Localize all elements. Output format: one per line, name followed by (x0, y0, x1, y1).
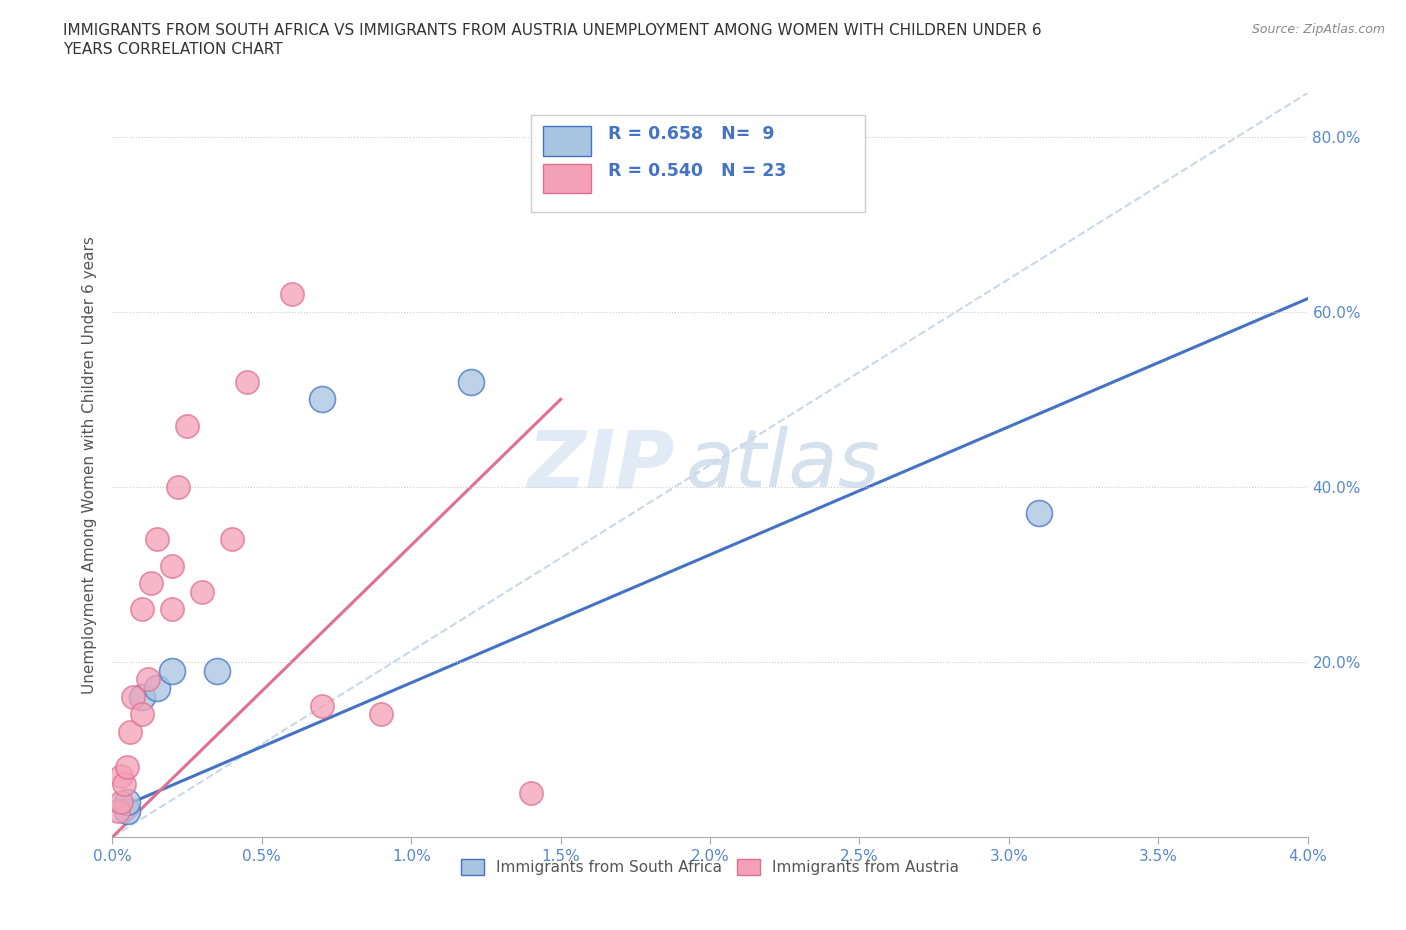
Point (162, 602, 183, 617)
Point (520, 786, 543, 801)
Text: R = 0.540   N = 23: R = 0.540 N = 23 (609, 162, 787, 180)
Point (114, 777, 135, 792)
Point (146, 681, 169, 696)
Point (221, 532, 243, 547)
Bar (543, 126, 591, 156)
Point (460, 375, 482, 390)
Point (110, 794, 132, 809)
Text: Source: ZipAtlas.com: Source: ZipAtlas.com (1251, 23, 1385, 36)
Point (146, 532, 169, 547)
Point (1028, 506, 1050, 521)
Point (205, 663, 228, 678)
Point (311, 392, 333, 406)
Point (117, 760, 139, 775)
Point (311, 698, 333, 713)
Point (117, 804, 139, 818)
Point (162, 558, 183, 573)
Point (131, 602, 153, 617)
Point (120, 724, 142, 739)
Point (138, 672, 160, 687)
Point (131, 707, 153, 722)
Text: IMMIGRANTS FROM SOUTH AFRICA VS IMMIGRANTS FROM AUSTRIA UNEMPLOYMENT AMONG WOMEN: IMMIGRANTS FROM SOUTH AFRICA VS IMMIGRAN… (63, 23, 1042, 38)
Legend: Immigrants from South Africa, Immigrants from Austria: Immigrants from South Africa, Immigrants… (454, 853, 966, 882)
Point (236, 375, 259, 390)
Y-axis label: Unemployment Among Women with Children Under 6 years: Unemployment Among Women with Children U… (82, 236, 97, 694)
Point (167, 480, 190, 495)
Text: ZIP: ZIP (527, 426, 675, 504)
Text: YEARS CORRELATION CHART: YEARS CORRELATION CHART (63, 42, 283, 57)
Text: R = 0.658   N=  9: R = 0.658 N= 9 (609, 125, 775, 143)
FancyBboxPatch shape (531, 115, 866, 212)
Point (110, 768, 132, 783)
Point (131, 689, 153, 704)
Text: atlas: atlas (686, 426, 882, 504)
Point (141, 576, 163, 591)
Point (162, 663, 183, 678)
Point (370, 707, 392, 722)
Point (281, 286, 304, 301)
Point (122, 689, 145, 704)
Bar (543, 164, 591, 193)
Point (117, 794, 139, 809)
Point (191, 584, 214, 599)
Point (107, 804, 129, 818)
Point (176, 418, 198, 433)
